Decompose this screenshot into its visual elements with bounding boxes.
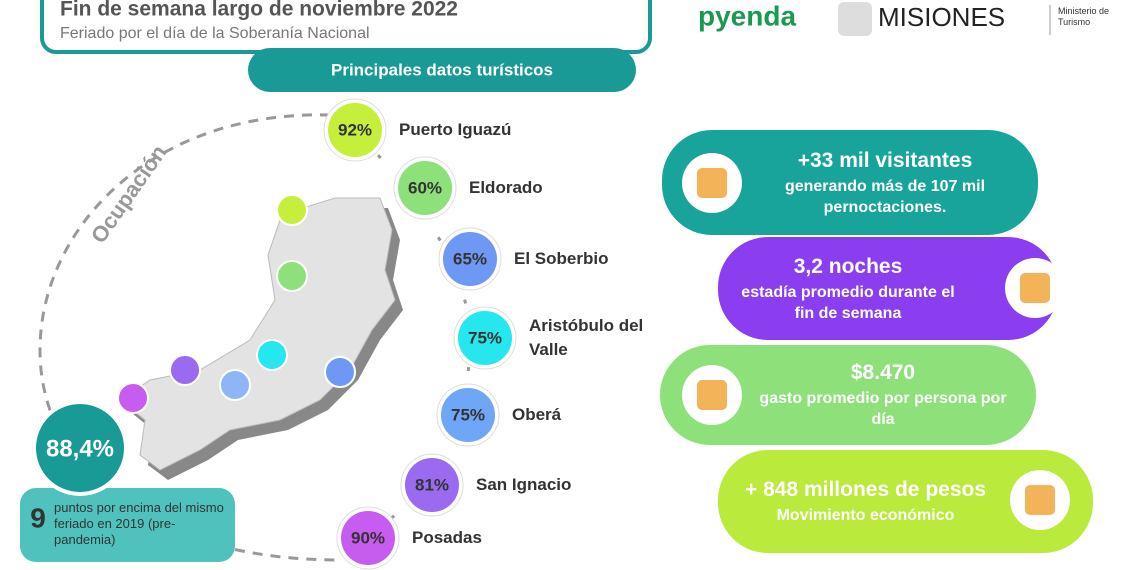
city-name: El Soberbio	[514, 249, 609, 268]
map-dot	[256, 339, 288, 371]
section-pill	[248, 48, 636, 92]
section-title: Principales datos turísticos	[331, 60, 553, 79]
map-dot	[219, 369, 251, 401]
city-name: Eldorado	[469, 178, 543, 197]
city-name-box: Puerto Iguazú	[399, 120, 512, 139]
city-circle	[341, 511, 395, 565]
city-value: 75%	[468, 328, 502, 347]
card-body: generando más de 107 mil pernoctaciones.	[784, 177, 986, 216]
city-name: Posadas	[412, 528, 482, 547]
city-value: 65%	[453, 249, 487, 268]
city-name-box: Eldorado	[469, 178, 543, 197]
city-name: Puerto Iguazú	[399, 120, 512, 139]
cards: +33 mil visitantes generando más de 107 m…	[660, 130, 1093, 553]
card-text: 3,2 noches estadía promedio durante el fi…	[738, 245, 958, 332]
card-body: Movimiento económico	[776, 507, 955, 524]
map-dot	[276, 260, 308, 292]
city-name: Oberá	[512, 405, 562, 424]
total: 88,4%	[46, 435, 114, 462]
card	[660, 345, 1036, 445]
city-name: San Ignacio	[476, 475, 572, 494]
card-icon-glyph	[1020, 273, 1050, 303]
city-value: 90%	[351, 528, 385, 547]
card-text: $8.470 gasto promedio por persona por día	[755, 353, 1011, 437]
header-title: Fin de semana largo de noviembre 2022	[60, 0, 458, 21]
city-name-box: El Soberbio	[514, 249, 609, 268]
map-dot	[276, 194, 308, 226]
logo-ministry-box: Ministerio de Turismo	[1058, 6, 1110, 27]
logo-pyenda: pyenda	[698, 0, 796, 31]
card-text-box: +33 mil visitantes generando más de 107 m…	[757, 138, 1013, 227]
note-number: 9	[30, 502, 46, 533]
card-text-box: 3,2 noches estadía promedio durante el fi…	[738, 245, 958, 332]
card	[718, 450, 1093, 553]
map-dot	[117, 382, 149, 414]
card-icon-glyph	[697, 168, 727, 198]
card-body: gasto promedio por persona por día	[759, 390, 1007, 428]
logo-misiones: MISIONES	[878, 2, 1005, 32]
city-name-box: Aristóbulo del Valle	[529, 316, 644, 359]
city-circle	[328, 103, 382, 157]
logo-mark	[838, 2, 872, 36]
city-circle	[441, 388, 495, 442]
note: puntos por encima del mismo feriado en 2…	[54, 500, 224, 547]
city-circle	[458, 311, 512, 365]
card-headline: + 848 millones de pesos	[744, 478, 987, 501]
card-icon-glyph	[1025, 485, 1055, 515]
city-value: 92%	[338, 120, 372, 139]
card-text-box: $8.470 gasto promedio por persona por día	[755, 353, 1011, 437]
card-headline: +33 mil visitantes	[797, 148, 973, 172]
map	[119, 197, 396, 471]
card	[718, 237, 1058, 340]
note-box-text: puntos por encima del mismo feriado en 2…	[54, 500, 224, 547]
city-circle	[398, 161, 452, 215]
card-body: estadía promedio durante el fin de seman…	[741, 283, 955, 322]
card-text-box: + 848 millones de pesos Movimiento económ…	[738, 458, 993, 545]
card	[662, 130, 1038, 235]
card-text: +33 mil visitantes generando más de 107 m…	[757, 138, 1013, 227]
card-text: + 848 millones de pesos Movimiento económ…	[738, 458, 993, 545]
card-icon-glyph	[697, 380, 727, 410]
city-name-box: Oberá	[512, 405, 562, 424]
occupation-label: Ocupación	[86, 140, 172, 247]
city-name-box: San Ignacio	[476, 475, 572, 494]
logo-ministry: Ministerio de Turismo	[1058, 6, 1110, 27]
city-circle	[405, 458, 459, 512]
card-headline: $8.470	[850, 361, 916, 384]
city-value: 60%	[408, 178, 442, 197]
total-circle	[32, 400, 128, 496]
city-value: 75%	[451, 405, 485, 424]
city-name-box: Posadas	[412, 528, 482, 547]
city-circle	[443, 232, 497, 286]
map-dots	[117, 194, 356, 414]
city-value: 81%	[415, 475, 449, 494]
header-subtitle: Feriado por el día de la Soberanía Nacio…	[60, 25, 370, 42]
city-name: Aristóbulo del Valle	[529, 316, 644, 359]
card-headline: 3,2 noches	[793, 254, 903, 278]
cities: 92% Puerto Iguazú 60% Eldorado 65% El Soberbi…	[323, 98, 644, 570]
map-dot	[169, 354, 201, 386]
map-dot	[324, 356, 356, 388]
note-box	[20, 488, 235, 562]
